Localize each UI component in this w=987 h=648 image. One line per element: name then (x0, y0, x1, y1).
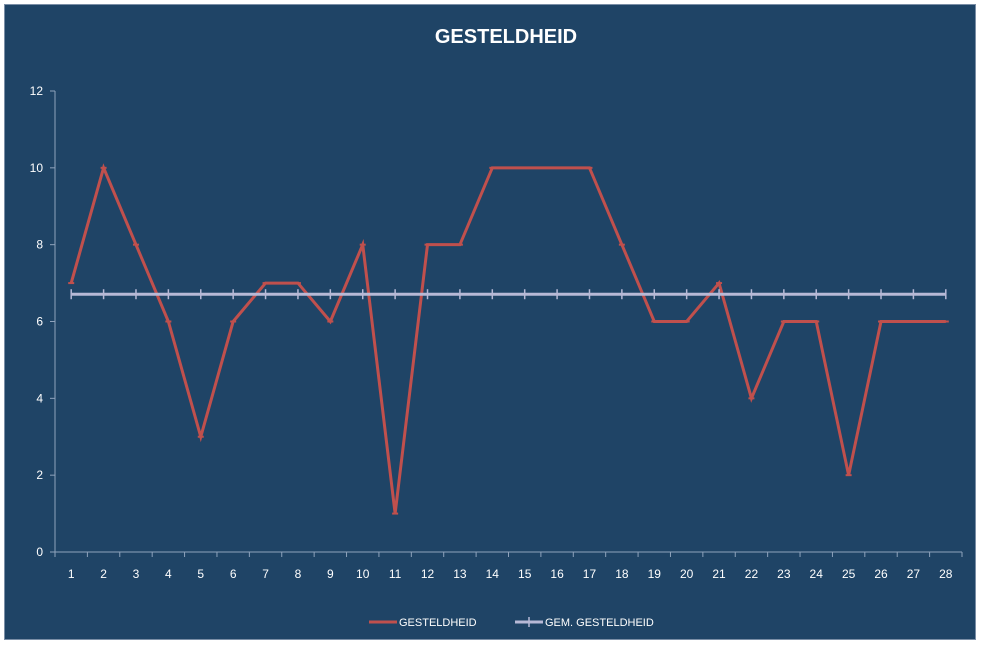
series-layer (68, 163, 949, 515)
x-tick-label: 7 (262, 567, 269, 581)
x-tick-label: 28 (939, 567, 953, 581)
series-line-0 (69, 163, 946, 514)
x-tick-label: 2 (100, 567, 107, 581)
y-tick-label: 10 (30, 161, 44, 175)
x-tick-label: 27 (907, 567, 921, 581)
x-tick-label: 9 (327, 567, 334, 581)
x-tick-label: 18 (615, 567, 629, 581)
x-tick-label: 17 (583, 567, 597, 581)
x-tick-label: 5 (197, 567, 204, 581)
x-tick-label: 25 (842, 567, 856, 581)
x-tick-label: 12 (421, 567, 435, 581)
chart-area: GESTELDHEID 0 2 4 6 8 10 12 1 2 3 4 5 6 7 8 9 10 11 12 13 14… (4, 4, 976, 640)
x-tick-label: 1 (68, 567, 75, 581)
x-tick-label: 11 (389, 567, 402, 581)
y-tick-label: 8 (36, 238, 43, 252)
x-tick-label: 16 (550, 567, 564, 581)
x-tick-label: 6 (230, 567, 237, 581)
x-tick-label: 8 (295, 567, 302, 581)
legend-label-0: GESTELDHEID (399, 617, 477, 629)
legend: GESTELDHEID GEM. GESTELDHEID (369, 617, 654, 629)
x-tick-label: 20 (680, 567, 694, 581)
x-tick-label: 14 (486, 567, 500, 581)
chart-title: GESTELDHEID (435, 26, 577, 48)
y-tick-label: 12 (30, 84, 44, 98)
legend-label-1: GEM. GESTELDHEID (545, 617, 654, 629)
x-tick-label: 22 (745, 567, 759, 581)
x-tick-label: 15 (518, 567, 532, 581)
x-tick-label: 19 (648, 567, 662, 581)
x-tick-label: 10 (356, 567, 370, 581)
x-tick-label: 26 (874, 567, 888, 581)
y-tick-label: 2 (36, 468, 43, 482)
x-tick-label: 13 (453, 567, 467, 581)
x-tick-label: 23 (777, 567, 791, 581)
y-tick-label: 0 (36, 545, 43, 559)
x-tick-label: 21 (712, 567, 726, 581)
y-tick-label: 6 (36, 315, 43, 329)
x-tick-label: 4 (165, 567, 172, 581)
y-tick-label: 4 (36, 391, 43, 405)
x-tick-label: 3 (133, 567, 140, 581)
x-tick-label: 24 (810, 567, 824, 581)
